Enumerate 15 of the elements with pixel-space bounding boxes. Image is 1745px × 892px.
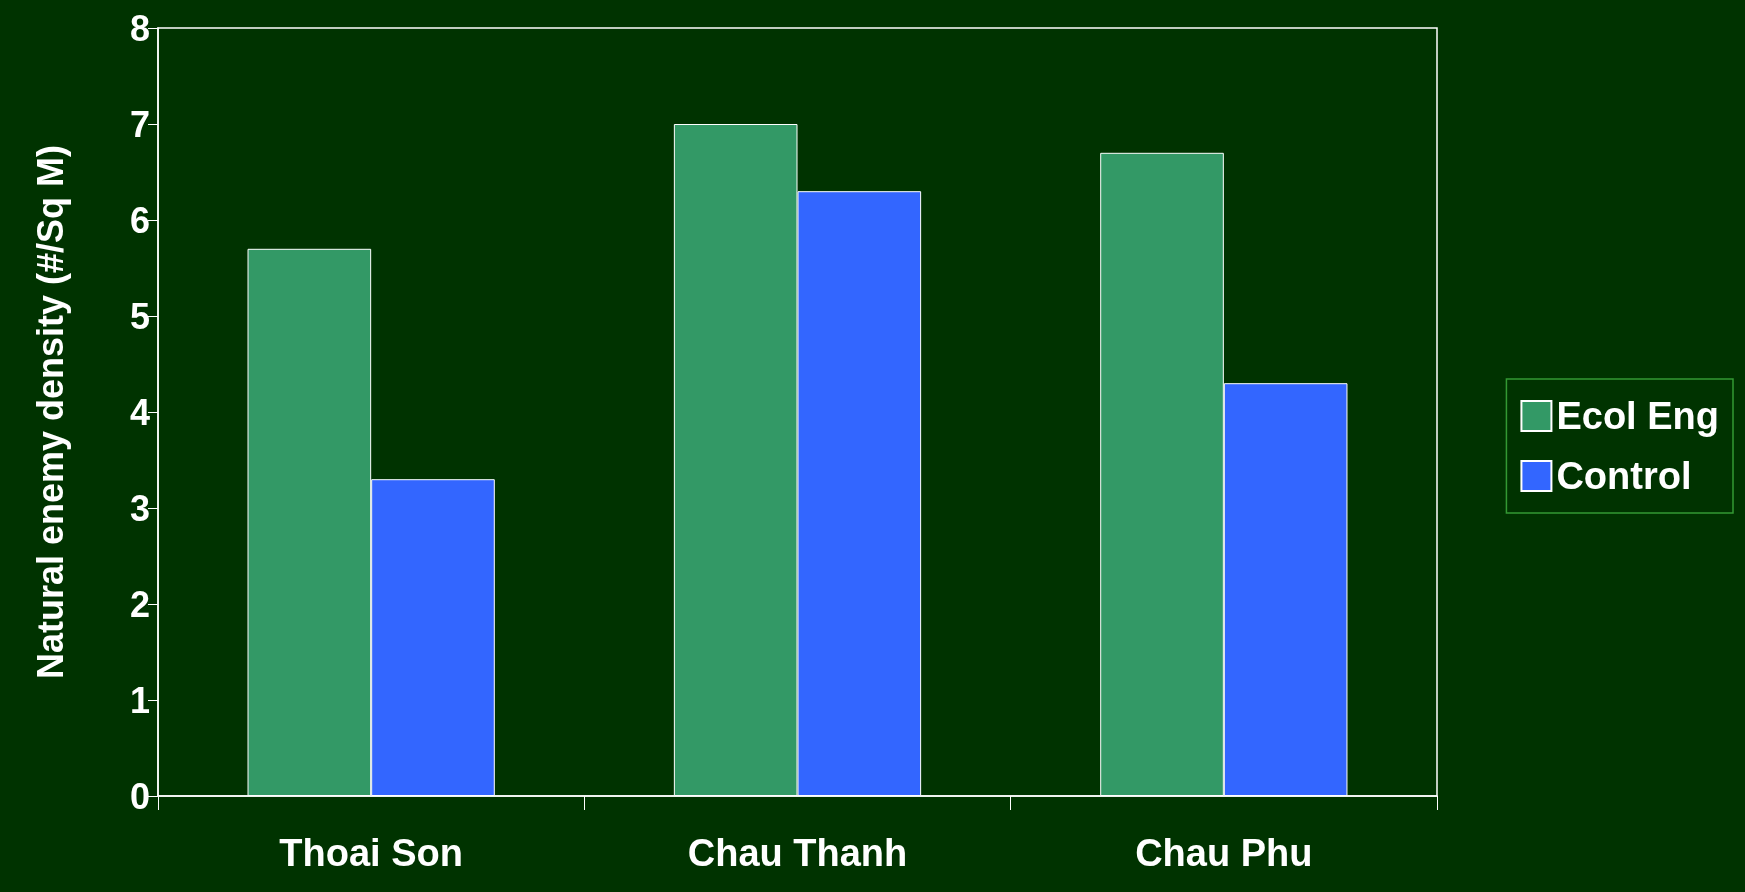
y-tick-label: 7 [129,103,150,145]
y-axis-title: Natural enemy density (#/Sq M) [29,144,71,680]
y-tick-label: 8 [129,7,150,49]
y-tick-label: 5 [129,295,150,337]
y-tick-label: 3 [129,487,150,529]
y-tick-label: 1 [129,679,150,721]
y-tick-label: 0 [129,775,150,817]
x-tick-label: Thoai Son [279,832,463,874]
y-tick-label: 2 [129,583,150,625]
x-tick-label: Chau Phu [1135,832,1313,874]
y-tick-label: 4 [129,391,150,433]
legend-label: Control [1556,455,1692,497]
x-tick-label: Chau Thanh [687,832,908,874]
y-tick-label: 6 [129,199,150,241]
legend-label: Ecol Eng [1556,395,1719,437]
